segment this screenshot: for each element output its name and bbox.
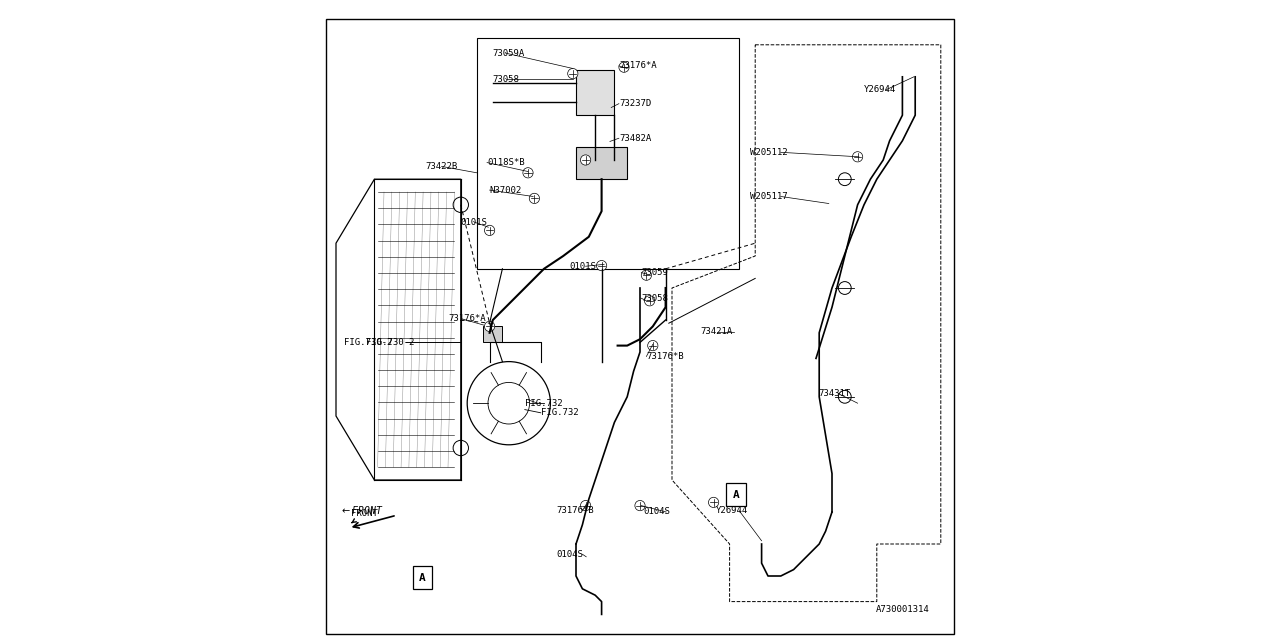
Text: 73176*B: 73176*B [557, 506, 594, 515]
Circle shape [485, 225, 495, 236]
Circle shape [596, 260, 607, 271]
Text: 73482A: 73482A [620, 134, 652, 143]
Text: W205112: W205112 [750, 148, 787, 157]
Circle shape [709, 497, 719, 508]
Text: 73421A: 73421A [701, 327, 733, 336]
Text: FIG.730-2: FIG.730-2 [366, 338, 415, 347]
Text: 73058: 73058 [641, 294, 668, 303]
Text: Y26944: Y26944 [864, 85, 896, 94]
Text: 73059A: 73059A [493, 49, 525, 58]
Text: FRONT: FRONT [352, 509, 378, 523]
Text: 73176*B: 73176*B [646, 352, 684, 361]
Text: 0101S: 0101S [570, 262, 596, 271]
Text: Y26944: Y26944 [716, 506, 748, 515]
Circle shape [530, 193, 540, 204]
Text: $\leftarrow$FRONT: $\leftarrow$FRONT [340, 504, 384, 516]
Circle shape [645, 296, 655, 306]
Circle shape [580, 155, 590, 165]
Circle shape [635, 500, 645, 511]
Circle shape [648, 340, 658, 351]
Text: A: A [732, 490, 740, 500]
Text: 73176*A: 73176*A [448, 314, 485, 323]
FancyBboxPatch shape [576, 70, 614, 115]
Text: A730001314: A730001314 [876, 605, 929, 614]
Text: 73431T: 73431T [818, 389, 850, 398]
Text: N37002: N37002 [490, 186, 522, 195]
Circle shape [524, 168, 534, 178]
Text: 73176*A: 73176*A [620, 61, 657, 70]
FancyBboxPatch shape [484, 326, 503, 342]
Text: FIG.732: FIG.732 [525, 399, 562, 408]
Circle shape [641, 270, 652, 280]
Text: FIG.730-2: FIG.730-2 [344, 338, 392, 347]
Circle shape [485, 321, 495, 332]
Circle shape [620, 62, 630, 72]
Text: W205117: W205117 [750, 192, 787, 201]
Text: 73237D: 73237D [620, 99, 652, 108]
Text: FIG.732: FIG.732 [540, 408, 579, 417]
Text: 0104S: 0104S [644, 508, 671, 516]
Text: 0118S*B: 0118S*B [488, 158, 525, 167]
Text: 0104S: 0104S [557, 550, 584, 559]
Text: 0101S: 0101S [461, 218, 488, 227]
Circle shape [580, 500, 590, 511]
Text: A: A [419, 573, 426, 583]
Text: 73058: 73058 [493, 75, 520, 84]
Text: 73059: 73059 [641, 268, 668, 277]
FancyBboxPatch shape [576, 147, 627, 179]
Circle shape [568, 68, 579, 79]
Text: 73422B: 73422B [425, 162, 458, 171]
Circle shape [852, 152, 863, 162]
